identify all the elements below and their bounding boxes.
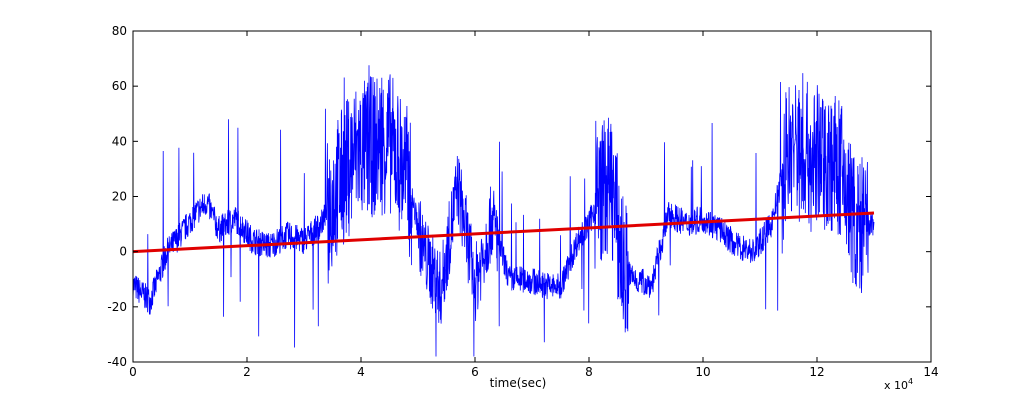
axis-ticks (132, 30, 932, 363)
y-tick-labels: -40 -20 0 20 40 60 80 (107, 24, 127, 369)
trend-series (132, 211, 875, 254)
y-tick-label: 40 (112, 134, 127, 148)
x-exponent-base: x 10 (884, 379, 908, 392)
y-tick-label: 0 (119, 245, 127, 259)
trend-line (132, 211, 875, 254)
x-exponent-label: x 104 (884, 377, 913, 392)
signal-series (132, 65, 875, 357)
y-tick-label: 20 (112, 190, 127, 204)
x-exponent-power: 4 (908, 377, 913, 386)
x-tick-label: 10 (695, 365, 710, 379)
x-tick-label: 2 (243, 365, 251, 379)
y-tick-label: -20 (107, 300, 127, 314)
x-tick-label: 0 (129, 365, 137, 379)
x-tick-labels: 0 2 4 6 8 10 12 14 (129, 365, 938, 379)
x-tick-label: 14 (923, 365, 938, 379)
y-tick-label: 80 (112, 24, 127, 38)
x-tick-label: 8 (585, 365, 593, 379)
x-axis-label: time(sec) (490, 376, 547, 390)
signal-line (132, 65, 875, 357)
y-tick-label: 60 (112, 79, 127, 93)
y-tick-label: -40 (107, 355, 127, 369)
x-tick-label: 12 (809, 365, 824, 379)
x-tick-label: 4 (357, 365, 365, 379)
x-tick-label: 6 (471, 365, 479, 379)
plot-area-background (133, 31, 931, 362)
